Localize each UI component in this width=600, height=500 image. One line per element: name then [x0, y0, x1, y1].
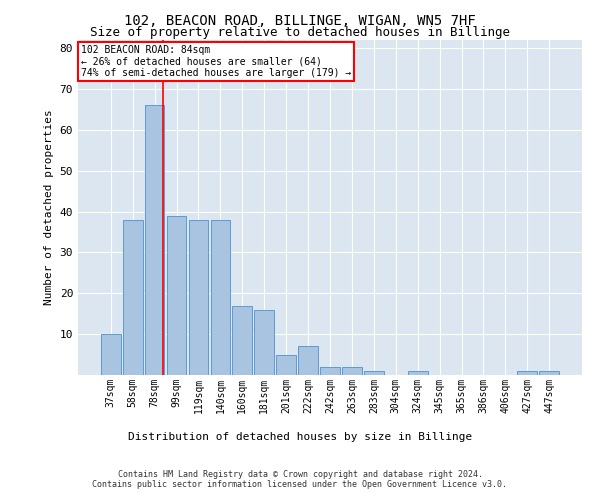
Bar	[188, 220, 208, 375]
Text: Contains HM Land Registry data © Crown copyright and database right 2024.
Contai: Contains HM Land Registry data © Crown c…	[92, 470, 508, 490]
Bar	[320, 367, 340, 375]
Bar	[123, 220, 143, 375]
Bar	[364, 371, 384, 375]
Bar	[254, 310, 274, 375]
Text: 102, BEACON ROAD, BILLINGE, WIGAN, WN5 7HF: 102, BEACON ROAD, BILLINGE, WIGAN, WN5 7…	[124, 14, 476, 28]
Bar	[167, 216, 187, 375]
Text: 102 BEACON ROAD: 84sqm
← 26% of detached houses are smaller (64)
74% of semi-det: 102 BEACON ROAD: 84sqm ← 26% of detached…	[80, 45, 351, 78]
Bar	[408, 371, 428, 375]
Bar	[342, 367, 362, 375]
Bar	[145, 106, 164, 375]
Text: Distribution of detached houses by size in Billinge: Distribution of detached houses by size …	[128, 432, 472, 442]
Bar	[539, 371, 559, 375]
Bar	[276, 354, 296, 375]
Bar	[298, 346, 318, 375]
Bar	[101, 334, 121, 375]
Bar	[232, 306, 252, 375]
Bar	[211, 220, 230, 375]
Text: Size of property relative to detached houses in Billinge: Size of property relative to detached ho…	[90, 26, 510, 39]
Bar	[517, 371, 537, 375]
Y-axis label: Number of detached properties: Number of detached properties	[44, 110, 54, 306]
